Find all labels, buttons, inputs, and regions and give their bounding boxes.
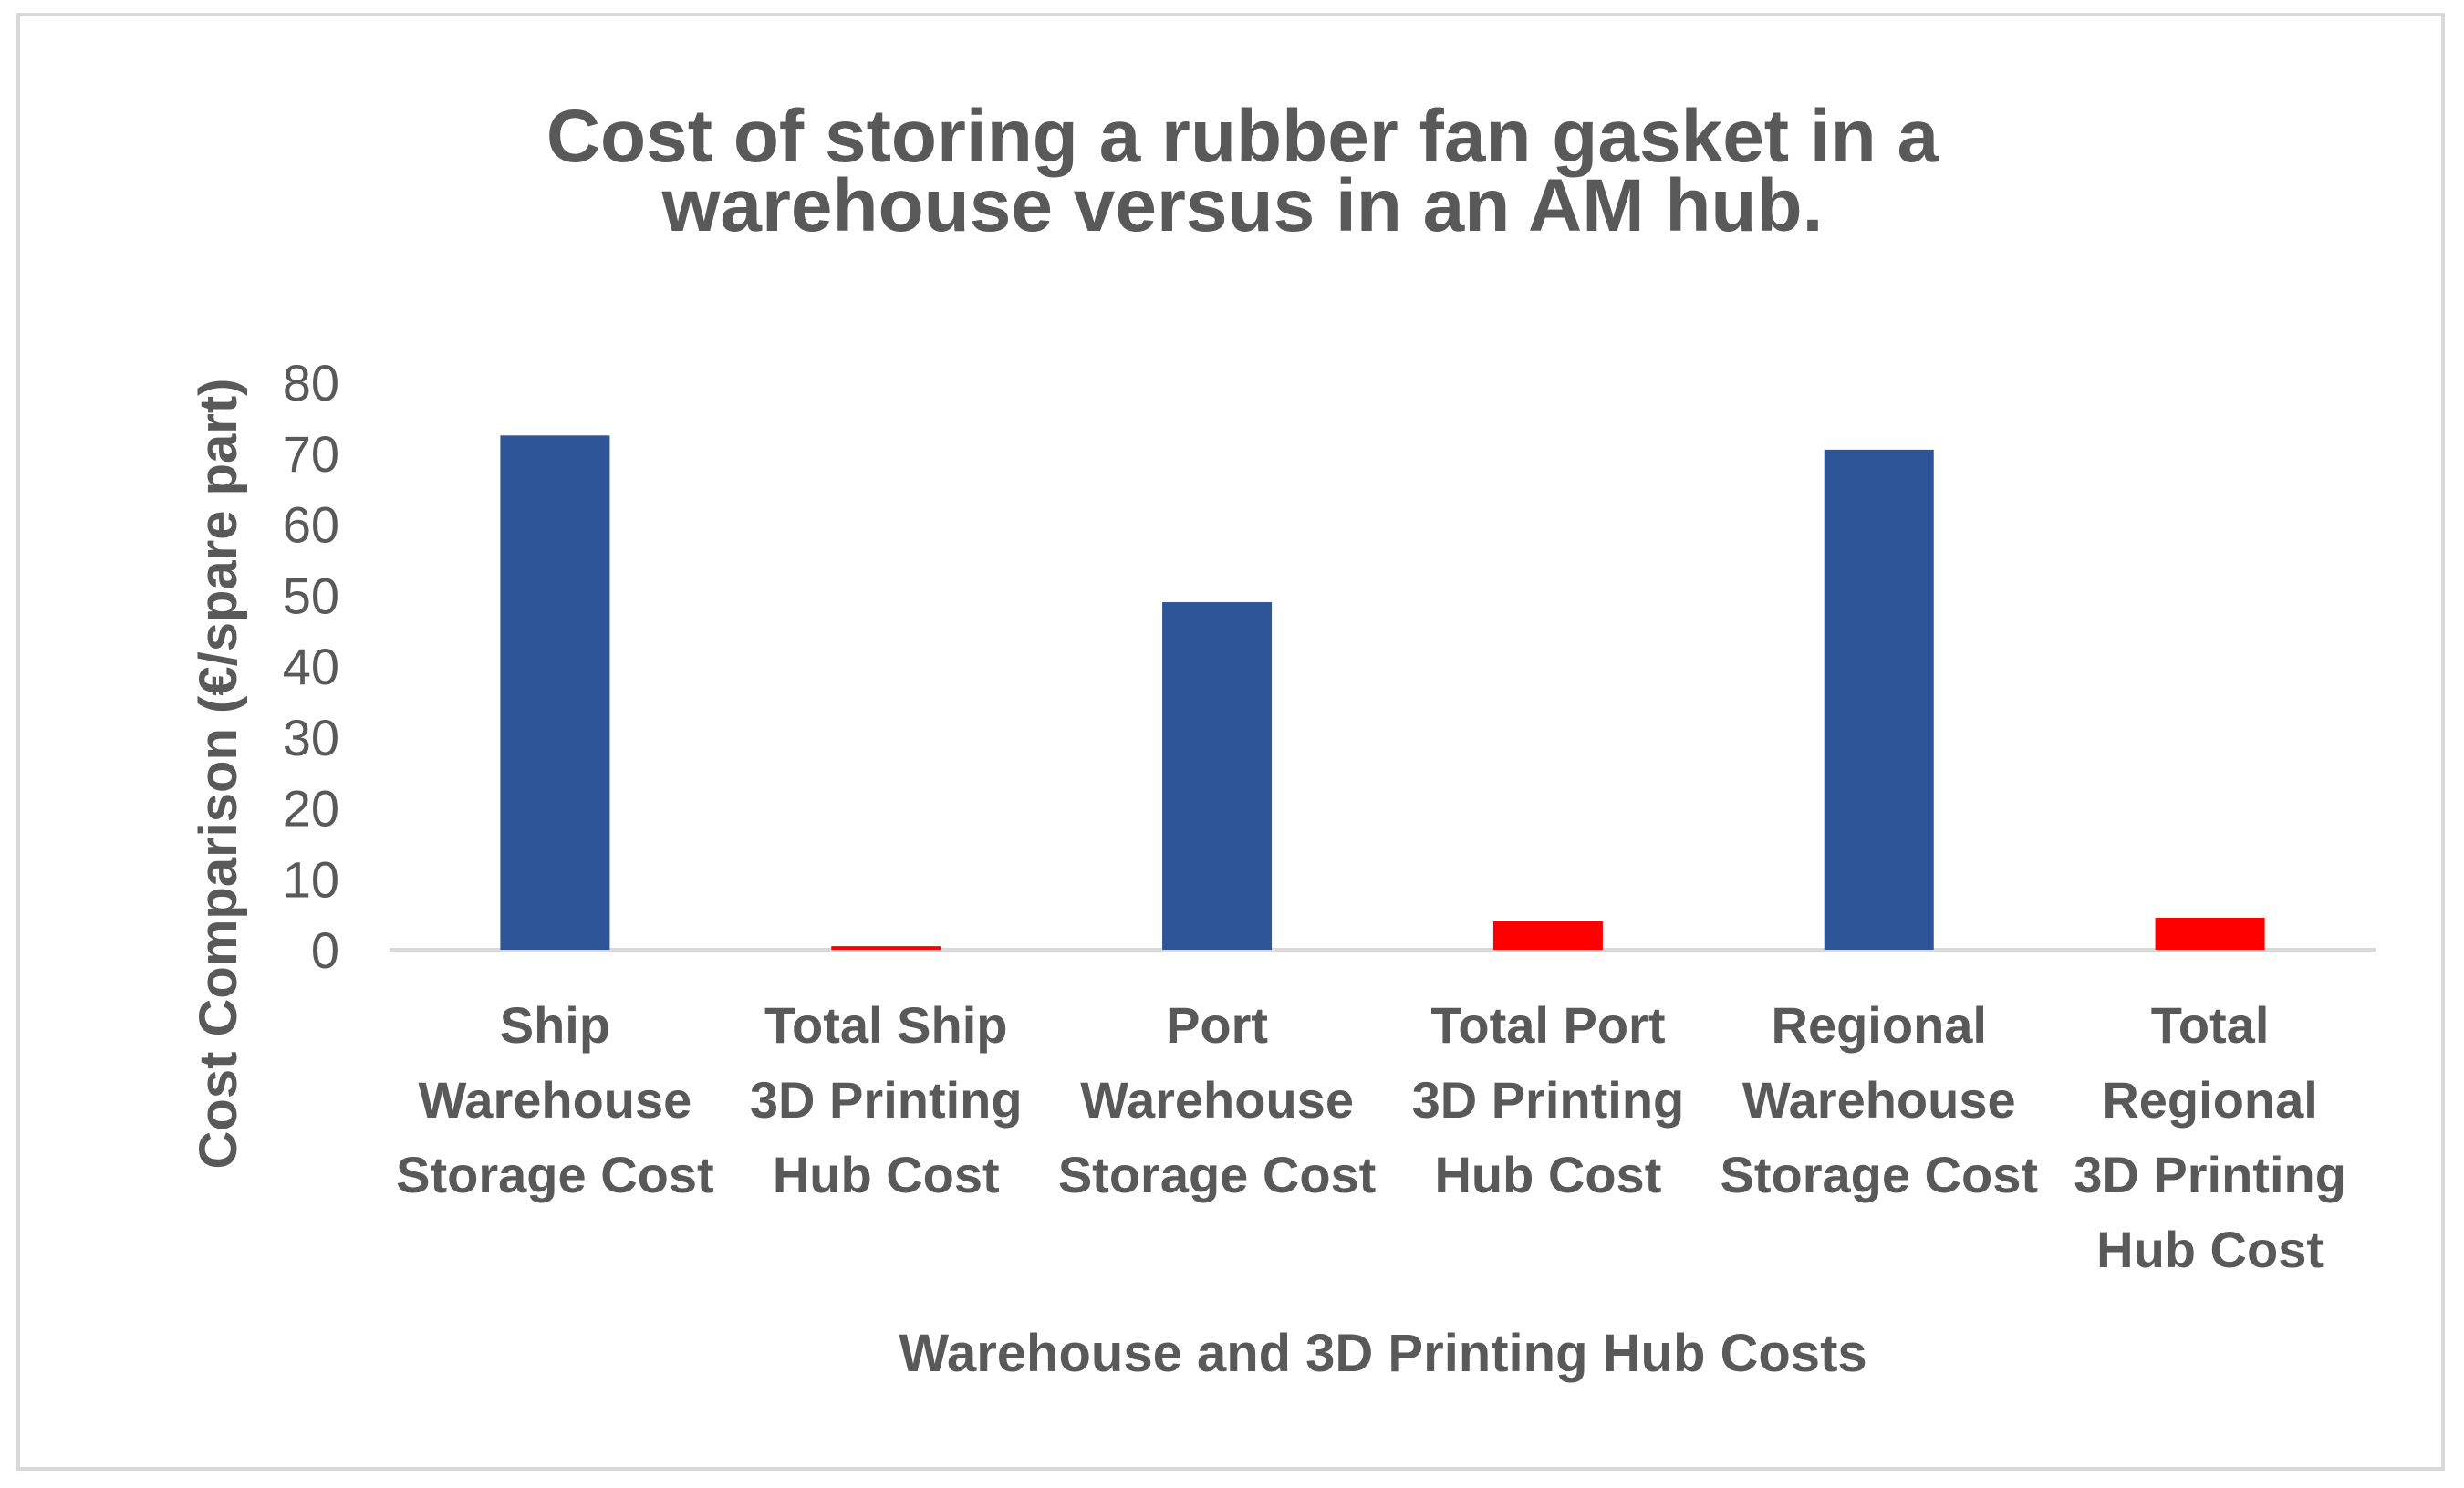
x-category-label: Regional Warehouse Storage Cost	[1721, 996, 2039, 1203]
chart-frame: Cost of storing a rubber fan gasket in a…	[16, 13, 2445, 1471]
y-tick-label: 10	[283, 850, 339, 908]
chart-title: Cost of storing a rubber fan gasket in a…	[546, 95, 1940, 247]
y-tick-label: 20	[283, 780, 339, 838]
chart-title-line: warehouse versus in an AM hub.	[661, 164, 1824, 247]
y-tick-label: 0	[311, 921, 339, 979]
x-category-label: Ship Warehouse Storage Cost	[396, 996, 714, 1203]
x-category-label: Port Warehouse Storage Cost	[1058, 996, 1377, 1203]
y-tick-label: 50	[283, 567, 339, 624]
y-axis-ticks: 0 10 20 30 40 50 60 70 80	[283, 354, 339, 979]
x-category-label: Total Ship 3D Printing Hub Cost	[750, 996, 1023, 1203]
bar	[1492, 921, 1603, 950]
y-tick-label: 70	[283, 425, 339, 483]
y-axis-title: Cost Comparison (€/spare part)	[189, 379, 248, 1170]
chart-title-line: Cost of storing a rubber fan gasket in a	[546, 95, 1940, 178]
y-tick-label: 80	[283, 354, 339, 411]
bar	[1824, 449, 1934, 950]
bar	[1162, 602, 1273, 950]
bars	[500, 435, 2265, 950]
x-category-label: Total Port 3D Printing Hub Cost	[1412, 996, 1685, 1203]
bar-chart: Cost of storing a rubber fan gasket in a…	[189, 95, 2376, 1383]
y-tick-label: 60	[283, 496, 339, 554]
bar	[500, 435, 610, 950]
bar	[831, 946, 941, 950]
x-axis-title: Warehouse and 3D Printing Hub Costs	[899, 1324, 1866, 1383]
bar	[2155, 918, 2265, 950]
y-tick-label: 30	[283, 709, 339, 766]
x-category-label: Total Regional 3D Printing Hub Cost	[2074, 996, 2346, 1278]
y-tick-label: 40	[283, 638, 339, 695]
